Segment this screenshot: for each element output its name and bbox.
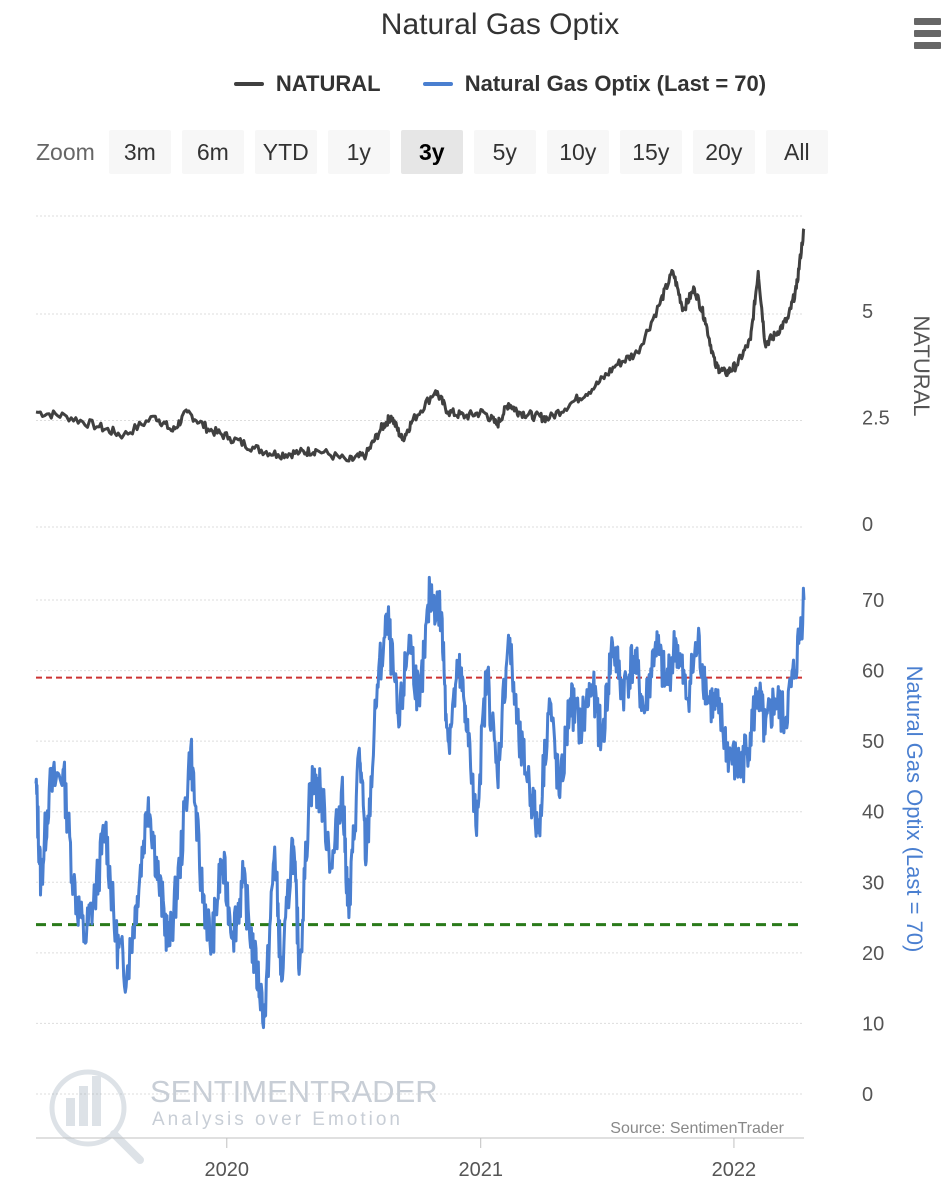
zoom-label: Zoom bbox=[36, 138, 95, 165]
watermark-brand: SENTIMENTRADER bbox=[150, 1074, 438, 1109]
zoom-button-20y[interactable]: 20y bbox=[692, 130, 755, 174]
zoom-button-1y[interactable]: 1y bbox=[327, 130, 390, 174]
legend-label-optix: Natural Gas Optix (Last = 70) bbox=[464, 71, 767, 96]
menu-bar bbox=[914, 30, 941, 37]
watermark-tagline: Analysis over Emotion bbox=[152, 1109, 403, 1130]
zoom-button-3y[interactable]: 3y bbox=[400, 130, 463, 174]
axes: 2020 2021 2022 0 2.5 5 NATURAL 0 10 20 30 40 50 60 70 N… bbox=[36, 301, 934, 1181]
zoom-bar: Zoom 3m 6m YTD 1y 3y 5y 10y 15y 20y All bbox=[36, 130, 839, 174]
hamburger-menu-icon[interactable] bbox=[914, 18, 941, 58]
bottom-y-tick-label: 30 bbox=[862, 872, 884, 894]
menu-bar bbox=[914, 42, 941, 49]
bottom-y-tick-label: 0 bbox=[862, 1084, 873, 1106]
zoom-button-5y[interactable]: 5y bbox=[473, 130, 536, 174]
menu-bar bbox=[914, 18, 941, 25]
series-line-optix bbox=[34, 575, 806, 1030]
grid-lines bbox=[36, 215, 804, 1095]
legend-item-optix[interactable]: Natural Gas Optix (Last = 70) bbox=[422, 71, 767, 97]
top-y-tick-label: 5 bbox=[862, 301, 873, 323]
bottom-y-tick-label: 50 bbox=[862, 731, 884, 753]
top-y-axis-title: NATURAL bbox=[909, 315, 934, 416]
zoom-button-ytd[interactable]: YTD bbox=[254, 130, 317, 174]
x-tick-label: 2020 bbox=[205, 1159, 250, 1181]
chart-title: Natural Gas Optix bbox=[380, 8, 620, 41]
legend-swatch-optix bbox=[422, 82, 453, 86]
top-y-tick-label: 2.5 bbox=[862, 408, 890, 430]
bottom-y-axis-title: Natural Gas Optix (Last = 70) bbox=[902, 666, 927, 953]
series-line-natural bbox=[35, 228, 806, 463]
reference-lines bbox=[36, 676, 804, 927]
zoom-button-6m[interactable]: 6m bbox=[181, 130, 244, 174]
zoom-button-10y[interactable]: 10y bbox=[546, 130, 609, 174]
bottom-y-tick-label: 20 bbox=[862, 943, 884, 965]
zoom-button-all[interactable]: All bbox=[765, 130, 828, 174]
x-tick-label: 2022 bbox=[712, 1159, 757, 1181]
series-group bbox=[34, 228, 806, 1030]
source-credit: Source: SentimenTrader bbox=[610, 1120, 784, 1137]
x-tick-label: 2021 bbox=[458, 1159, 503, 1181]
bottom-y-tick-label: 40 bbox=[862, 802, 884, 824]
legend: NATURAL Natural Gas Optix (Last = 70) bbox=[0, 66, 941, 97]
top-y-tick-label: 0 bbox=[862, 514, 873, 536]
legend-item-natural[interactable]: NATURAL bbox=[233, 71, 381, 97]
sentimentrader-logo bbox=[49, 1069, 144, 1164]
bottom-y-tick-label: 10 bbox=[862, 1013, 884, 1035]
zoom-button-15y[interactable]: 15y bbox=[619, 130, 682, 174]
zoom-button-3m[interactable]: 3m bbox=[108, 130, 171, 174]
legend-swatch-natural bbox=[233, 82, 264, 86]
bottom-y-tick-label: 60 bbox=[862, 661, 884, 683]
legend-label-natural: NATURAL bbox=[275, 71, 381, 96]
bottom-y-tick-label: 70 bbox=[862, 590, 884, 612]
